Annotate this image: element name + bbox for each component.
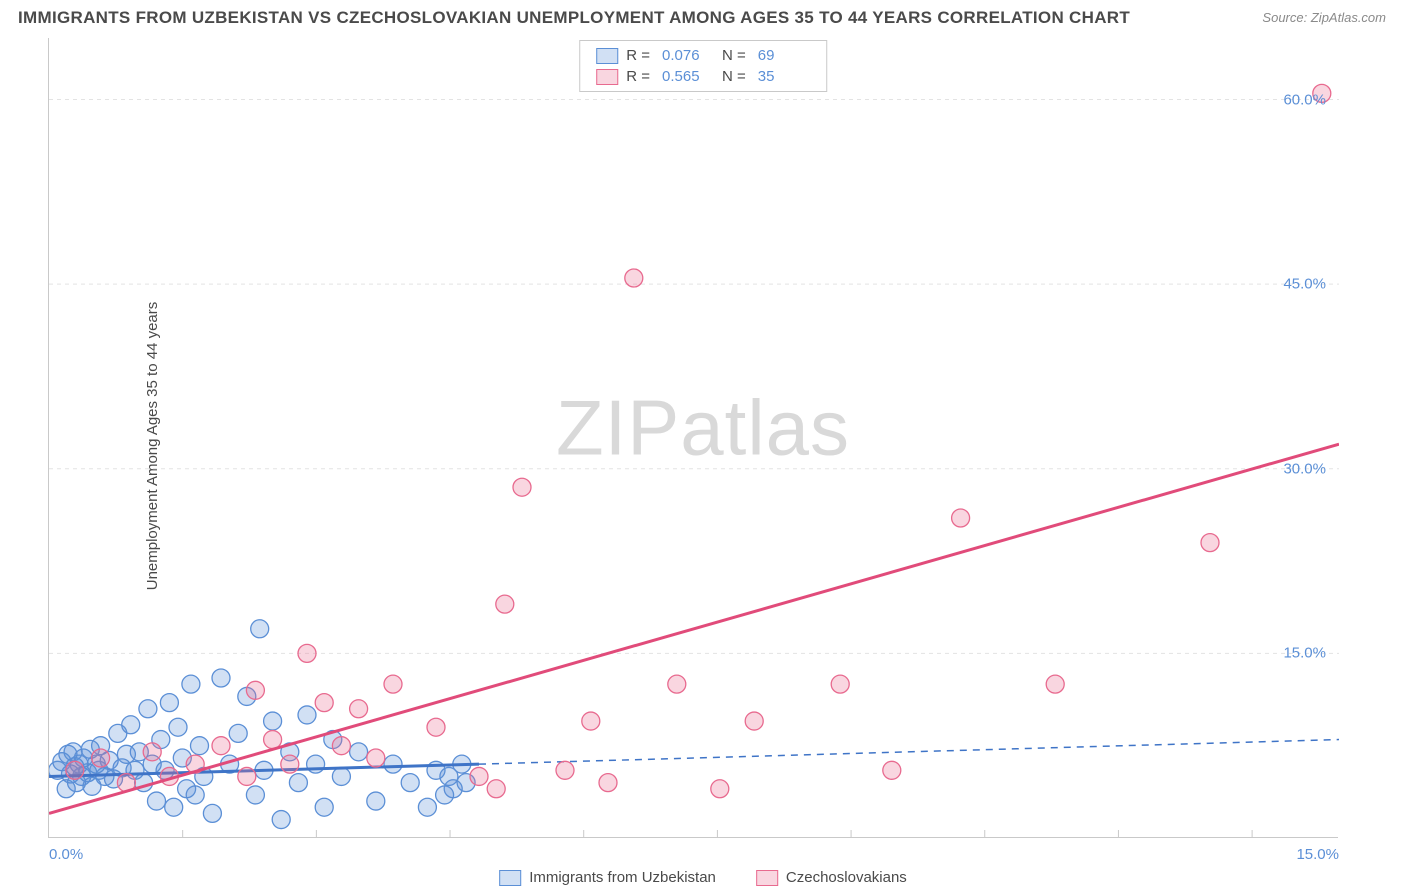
data-point-uzbek — [160, 694, 178, 712]
y-tick-label: 60.0% — [1283, 91, 1326, 108]
data-point-czech — [1046, 675, 1064, 693]
data-point-czech — [625, 269, 643, 287]
legend-label-czech: Czechoslovakians — [786, 869, 907, 886]
data-point-czech — [350, 700, 368, 718]
data-point-uzbek — [212, 669, 230, 687]
data-point-czech — [92, 749, 110, 767]
data-point-uzbek — [246, 786, 264, 804]
data-point-uzbek — [122, 716, 140, 734]
n-value-uzbek: 69 — [758, 47, 810, 64]
scatter-svg — [49, 38, 1339, 838]
r-value-uzbek: 0.076 — [662, 47, 714, 64]
y-tick-label: 15.0% — [1283, 645, 1326, 662]
data-point-czech — [246, 681, 264, 699]
chart-title: IMMIGRANTS FROM UZBEKISTAN VS CZECHOSLOV… — [18, 8, 1130, 28]
data-point-uzbek — [251, 620, 269, 638]
data-point-czech — [470, 767, 488, 785]
data-point-uzbek — [186, 786, 204, 804]
data-point-uzbek — [289, 774, 307, 792]
data-point-uzbek — [418, 798, 436, 816]
data-point-uzbek — [264, 712, 282, 730]
y-tick-label: 45.0% — [1283, 276, 1326, 293]
data-point-uzbek — [401, 774, 419, 792]
data-point-uzbek — [315, 798, 333, 816]
legend-swatch-czech — [756, 870, 778, 886]
data-point-czech — [66, 761, 84, 779]
data-point-czech — [668, 675, 686, 693]
data-point-czech — [952, 509, 970, 527]
trend-line-uzbek-extrapolated — [479, 740, 1339, 765]
legend-swatch-uzbek — [499, 870, 521, 886]
data-point-czech — [384, 675, 402, 693]
data-point-czech — [367, 749, 385, 767]
x-tick-label: 0.0% — [49, 846, 83, 863]
legend-row-uzbek: R = 0.076 N = 69 — [580, 45, 826, 66]
legend-swatch-uzbek — [596, 48, 618, 64]
data-point-uzbek — [298, 706, 316, 724]
r-label: R = — [626, 68, 650, 85]
data-point-uzbek — [165, 798, 183, 816]
data-point-czech — [238, 767, 256, 785]
legend-correlation-box: R = 0.076 N = 69 R = 0.565 N = 35 — [579, 40, 827, 92]
data-point-uzbek — [169, 718, 187, 736]
legend-item-czech: Czechoslovakians — [756, 869, 907, 886]
data-point-uzbek — [229, 724, 247, 742]
data-point-czech — [487, 780, 505, 798]
data-point-czech — [212, 737, 230, 755]
source-attribution: Source: ZipAtlas.com — [1262, 10, 1386, 25]
data-point-uzbek — [332, 767, 350, 785]
data-point-czech — [298, 644, 316, 662]
data-point-czech — [711, 780, 729, 798]
legend-series: Immigrants from Uzbekistan Czechoslovakia… — [499, 869, 907, 886]
legend-row-czech: R = 0.565 N = 35 — [580, 66, 826, 87]
data-point-czech — [496, 595, 514, 613]
plot-area: 15.0%30.0%45.0%60.0%0.0%15.0% — [48, 38, 1338, 838]
n-value-czech: 35 — [758, 68, 810, 85]
x-tick-label: 15.0% — [1296, 846, 1339, 863]
legend-swatch-czech — [596, 69, 618, 85]
legend-item-uzbek: Immigrants from Uzbekistan — [499, 869, 716, 886]
data-point-czech — [745, 712, 763, 730]
data-point-czech — [315, 694, 333, 712]
data-point-uzbek — [350, 743, 368, 761]
data-point-uzbek — [203, 804, 221, 822]
data-point-czech — [599, 774, 617, 792]
data-point-uzbek — [182, 675, 200, 693]
data-point-uzbek — [148, 792, 166, 810]
data-point-uzbek — [191, 737, 209, 755]
n-label: N = — [722, 47, 746, 64]
data-point-czech — [264, 731, 282, 749]
data-point-czech — [143, 743, 161, 761]
data-point-czech — [427, 718, 445, 736]
data-point-czech — [883, 761, 901, 779]
data-point-czech — [1201, 534, 1219, 552]
data-point-uzbek — [367, 792, 385, 810]
data-point-uzbek — [384, 755, 402, 773]
trend-line-czech — [49, 444, 1339, 813]
data-point-czech — [831, 675, 849, 693]
data-point-czech — [332, 737, 350, 755]
data-point-uzbek — [272, 811, 290, 829]
n-label: N = — [722, 68, 746, 85]
y-tick-label: 30.0% — [1283, 460, 1326, 477]
r-label: R = — [626, 47, 650, 64]
data-point-czech — [582, 712, 600, 730]
data-point-czech — [281, 755, 299, 773]
data-point-czech — [556, 761, 574, 779]
data-point-uzbek — [139, 700, 157, 718]
r-value-czech: 0.565 — [662, 68, 714, 85]
source-label: Source: — [1262, 10, 1307, 25]
source-value: ZipAtlas.com — [1311, 10, 1386, 25]
data-point-czech — [513, 478, 531, 496]
legend-label-uzbek: Immigrants from Uzbekistan — [529, 869, 716, 886]
